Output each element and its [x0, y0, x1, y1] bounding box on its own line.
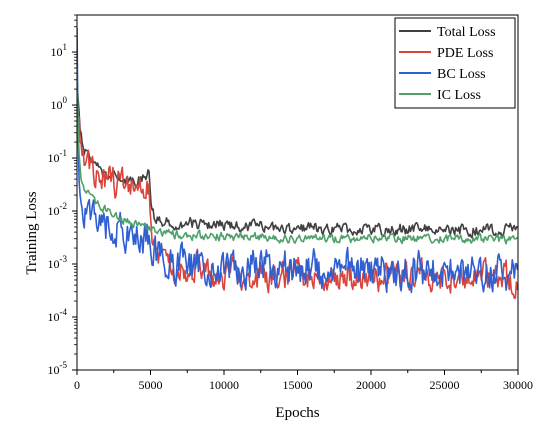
- y-tick-label: 10-2: [48, 201, 68, 218]
- legend-label: Total Loss: [437, 25, 496, 40]
- series-line-pde-loss: [77, 83, 518, 299]
- x-axis-title: Epochs: [275, 405, 319, 421]
- y-tick-label: 10-4: [48, 307, 68, 324]
- y-tick-label: 10-5: [48, 360, 68, 377]
- x-tick-label: 5000: [139, 378, 163, 392]
- legend: Total Loss PDE Loss BC Loss IC Loss: [394, 17, 516, 109]
- y-tick-label: 100: [51, 95, 68, 112]
- y-tick-label: 10-3: [48, 254, 68, 271]
- x-tick-label: 0: [74, 378, 80, 392]
- legend-label: IC Loss: [437, 88, 481, 103]
- x-tick-label: 10000: [209, 378, 239, 392]
- series-line-bc-loss: [77, 27, 518, 294]
- y-tick-label: 101: [51, 42, 68, 59]
- series-layer: [77, 27, 518, 299]
- x-tick-label: 30000: [503, 378, 533, 392]
- y-axis-title: Training Loss: [24, 191, 40, 274]
- series-line-ic-loss: [77, 65, 518, 245]
- x-tick-label: 25000: [430, 378, 460, 392]
- x-axis: 0 5000 10000 15000 20000 25000 30000: [74, 370, 533, 392]
- x-tick-label: 15000: [283, 378, 313, 392]
- y-tick-label: 10-1: [48, 148, 68, 165]
- x-tick-label: 20000: [356, 378, 386, 392]
- series-line-total-loss: [77, 78, 518, 239]
- y-axis: 10-5 10-4 10-3 10-2 10-1 100 101: [48, 14, 77, 377]
- legend-label: PDE Loss: [437, 46, 493, 61]
- legend-label: BC Loss: [437, 67, 486, 82]
